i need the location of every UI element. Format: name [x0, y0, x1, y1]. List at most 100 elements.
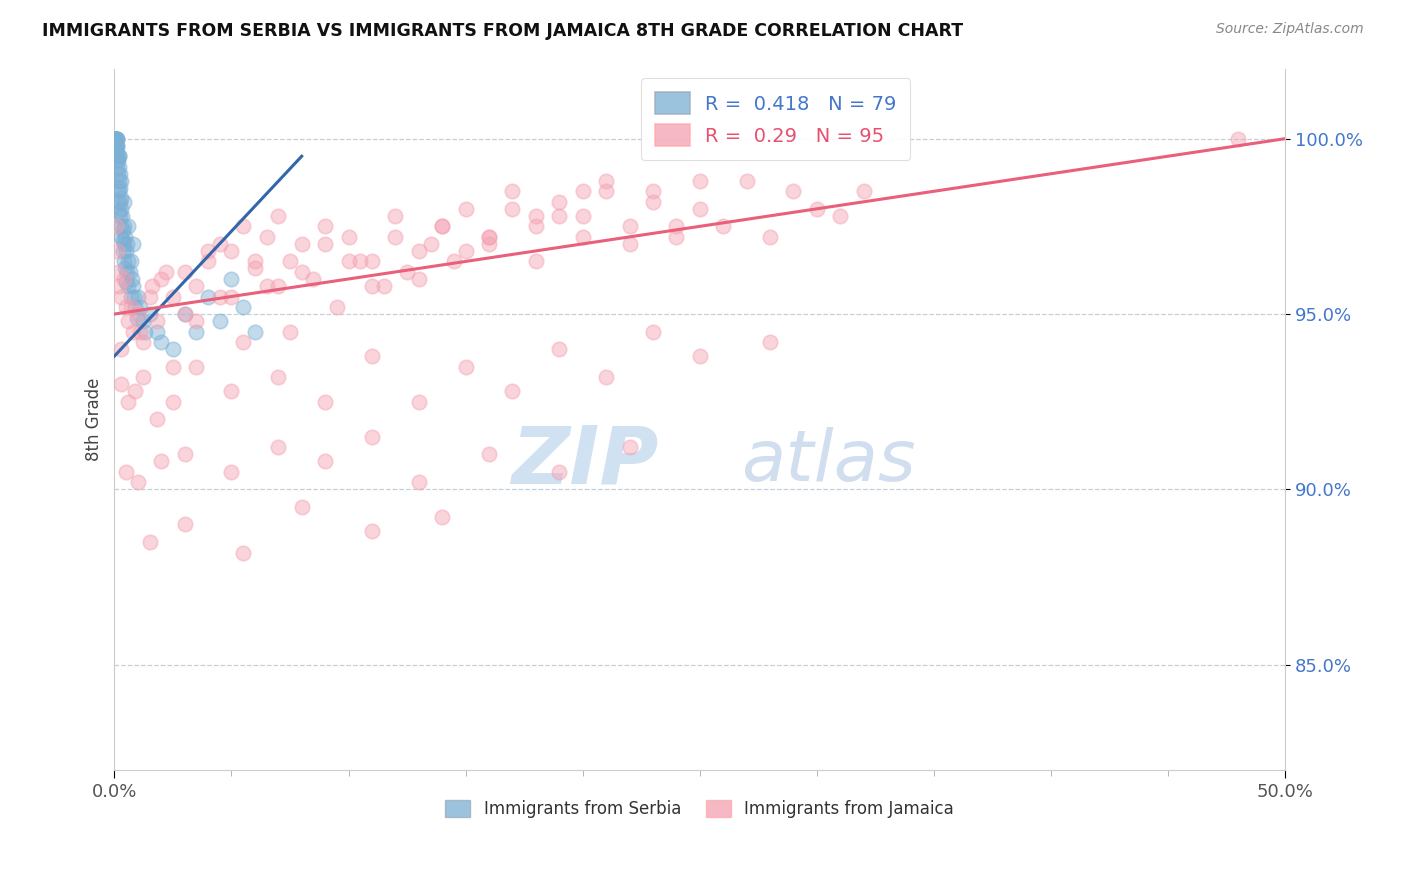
Point [267, 440, 290, 454]
Point [619, 236, 641, 251]
Point [221, 384, 243, 399]
Point [208, 314, 231, 328]
Point [256, 279, 278, 293]
Point [408, 475, 430, 490]
Point [131, 370, 153, 384]
Point [105, 131, 128, 145]
Point [759, 335, 782, 350]
Point [111, 209, 134, 223]
Point [115, 244, 138, 258]
Point [111, 223, 134, 237]
Point [105, 138, 128, 153]
Point [117, 219, 139, 234]
Point [221, 272, 243, 286]
Point [384, 230, 406, 244]
Point [141, 279, 163, 293]
Point [110, 342, 132, 356]
Point [112, 219, 135, 234]
Point [110, 230, 132, 244]
Point [408, 272, 430, 286]
Point [208, 236, 231, 251]
Point [111, 244, 134, 258]
Point [104, 131, 127, 145]
Point [478, 236, 501, 251]
Point [120, 254, 142, 268]
Point [105, 149, 128, 163]
Point [120, 289, 142, 303]
Point [278, 325, 301, 339]
Point [107, 149, 129, 163]
Point [782, 184, 804, 198]
Point [134, 325, 156, 339]
Point [619, 440, 641, 454]
Point [145, 314, 167, 328]
Point [478, 230, 501, 244]
Point [454, 359, 477, 374]
Point [138, 535, 160, 549]
Point [641, 194, 664, 209]
Point [267, 209, 290, 223]
Point [104, 131, 127, 145]
Text: IMMIGRANTS FROM SERBIA VS IMMIGRANTS FROM JAMAICA 8TH GRADE CORRELATION CHART: IMMIGRANTS FROM SERBIA VS IMMIGRANTS FRO… [42, 22, 963, 40]
Point [454, 202, 477, 216]
Point [173, 307, 195, 321]
Point [337, 254, 360, 268]
Point [117, 314, 139, 328]
Point [524, 219, 547, 234]
Point [115, 276, 138, 290]
Point [548, 194, 571, 209]
Point [103, 131, 125, 145]
Point [110, 219, 132, 234]
Point [361, 524, 384, 539]
Point [711, 219, 734, 234]
Point [131, 335, 153, 350]
Point [124, 289, 146, 303]
Point [112, 233, 135, 247]
Point [396, 265, 419, 279]
Point [129, 325, 152, 339]
Point [524, 209, 547, 223]
Point [124, 384, 146, 399]
Point [127, 307, 149, 321]
Point [501, 202, 523, 216]
Point [337, 230, 360, 244]
Point [501, 184, 523, 198]
Point [112, 236, 135, 251]
Point [150, 272, 173, 286]
Text: ZIP: ZIP [512, 422, 659, 500]
Point [197, 244, 219, 258]
Point [110, 181, 132, 195]
Point [122, 279, 145, 293]
Point [619, 219, 641, 234]
Point [232, 300, 254, 314]
Point [105, 244, 128, 258]
Point [125, 310, 148, 325]
Point [349, 254, 371, 268]
Point [115, 465, 138, 479]
Point [162, 342, 184, 356]
Point [595, 174, 617, 188]
Point [105, 153, 128, 167]
Point [105, 138, 128, 153]
Point [759, 230, 782, 244]
Point [571, 230, 593, 244]
Point [443, 254, 465, 268]
Point [384, 209, 406, 223]
Point [104, 131, 127, 145]
Point [173, 265, 195, 279]
Point [302, 272, 325, 286]
Point [595, 184, 617, 198]
Point [104, 219, 127, 234]
Point [641, 184, 664, 198]
Point [548, 342, 571, 356]
Point [361, 430, 384, 444]
Point [110, 202, 132, 216]
Point [117, 265, 139, 279]
Point [361, 349, 384, 363]
Point [127, 289, 149, 303]
Point [145, 412, 167, 426]
Point [112, 272, 135, 286]
Point [408, 244, 430, 258]
Point [256, 230, 278, 244]
Point [501, 384, 523, 399]
